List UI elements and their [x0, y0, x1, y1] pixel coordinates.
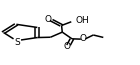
Text: O: O — [64, 42, 71, 51]
Text: S: S — [14, 38, 20, 47]
Text: O: O — [80, 34, 87, 43]
Text: OH: OH — [75, 16, 89, 25]
Text: O: O — [45, 15, 52, 24]
